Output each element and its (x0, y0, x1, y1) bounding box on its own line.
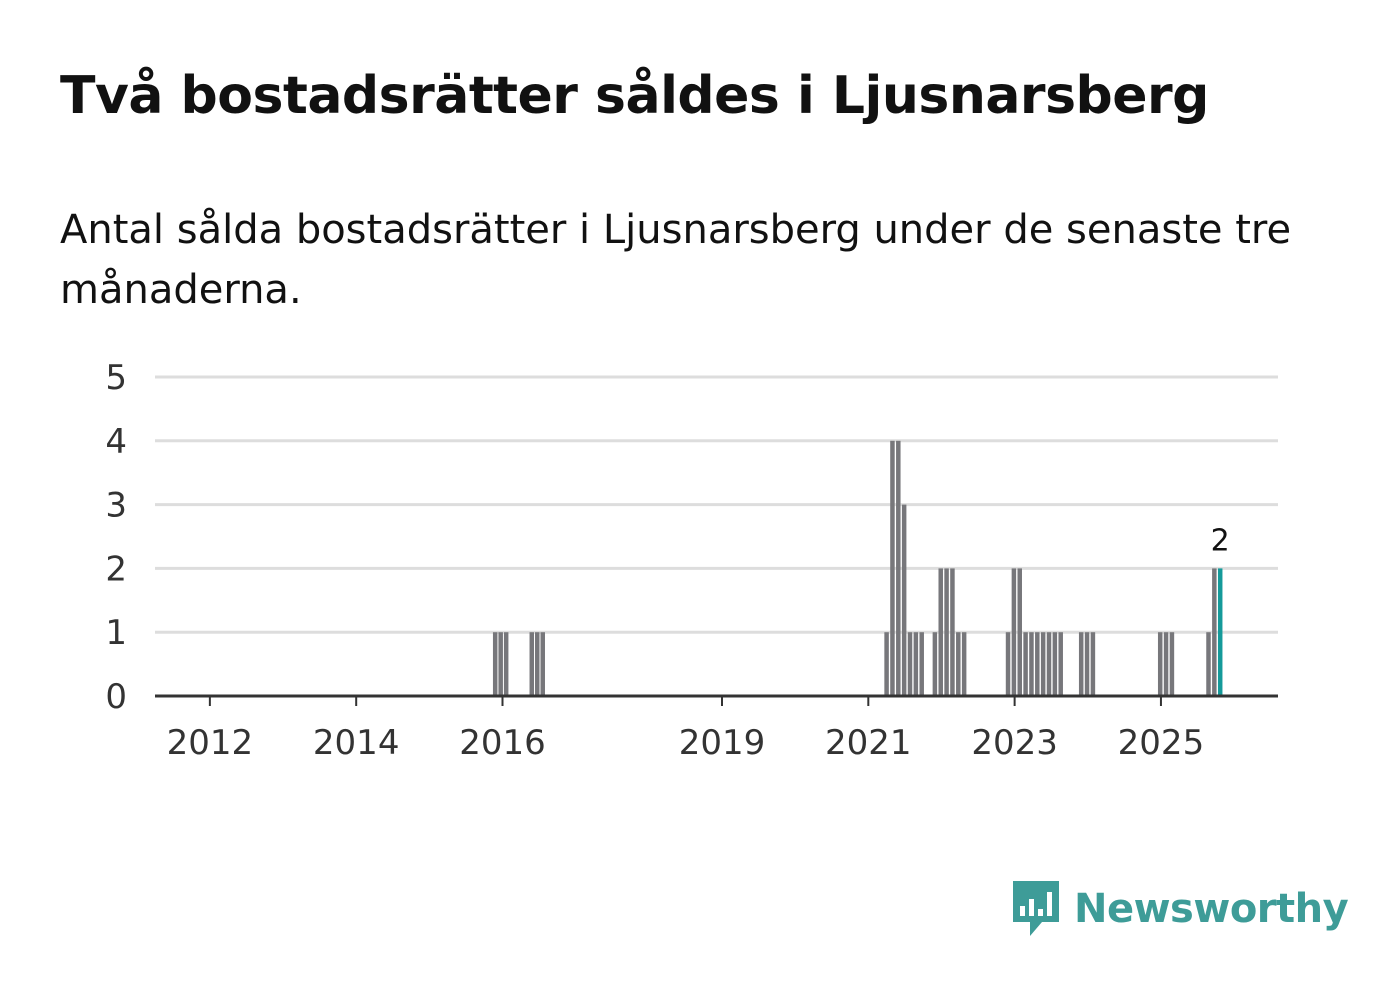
bar (1029, 632, 1034, 696)
bar (1035, 632, 1040, 696)
bar-chart-speech-bubble-icon (1013, 881, 1059, 936)
bar (1084, 632, 1090, 696)
data-labels: 2 (1211, 523, 1230, 558)
bar (1206, 632, 1211, 696)
bar (896, 440, 901, 696)
bar (956, 632, 961, 696)
y-tick-label: 2 (105, 549, 127, 589)
bar (1090, 632, 1096, 696)
bar (1011, 568, 1017, 696)
bar (1023, 632, 1028, 696)
bar (1005, 632, 1011, 696)
bar (503, 632, 509, 696)
bar (907, 632, 913, 696)
bar (1078, 632, 1084, 696)
bar-chart: 0 1 2 3 4 5 2012 2014 2016 2019 2021 2023 2025 2 (105, 358, 1278, 763)
bar-highlight (1217, 568, 1223, 696)
bar (1058, 632, 1063, 696)
x-tick-label: 2019 (679, 723, 766, 763)
bar (540, 632, 545, 696)
x-axis-ticks: 2012 2014 2016 2019 2021 2023 2025 (167, 696, 1205, 763)
x-tick-label: 2023 (971, 723, 1058, 763)
x-tick-label: 2012 (167, 723, 254, 763)
x-tick-label: 2021 (825, 723, 912, 763)
bar (932, 632, 938, 696)
brand-name: Newsworthy (1074, 886, 1349, 932)
bar (884, 632, 889, 696)
gridlines (155, 375, 1278, 634)
x-tick-label: 2016 (459, 723, 546, 763)
bar (1212, 568, 1217, 696)
bars (492, 440, 1223, 696)
bar (919, 632, 924, 696)
bar (961, 632, 967, 696)
y-tick-label: 5 (105, 358, 127, 398)
bar (1157, 632, 1163, 696)
y-tick-label: 3 (105, 486, 127, 526)
brand-logo: Newsworthy (1010, 878, 1349, 940)
chart-title: Två bostadsrätter såldes i Ljusnarsberg (60, 66, 1209, 126)
x-tick-label: 2025 (1118, 723, 1205, 763)
bar (950, 568, 955, 696)
bar (1163, 632, 1169, 696)
data-label: 2 (1211, 523, 1230, 558)
bar (1040, 632, 1046, 696)
bar (535, 632, 540, 696)
y-tick-label: 1 (105, 613, 127, 653)
bar (1046, 632, 1052, 696)
bar (1169, 632, 1175, 696)
bar (944, 568, 949, 696)
y-tick-label: 0 (105, 677, 127, 717)
bar (1052, 632, 1058, 696)
y-axis-ticks: 0 1 2 3 4 5 (105, 358, 127, 717)
bar (913, 632, 919, 696)
y-tick-label: 4 (105, 422, 127, 462)
bar (938, 568, 943, 696)
bar (492, 632, 498, 696)
x-tick-label: 2014 (313, 723, 400, 763)
bar (529, 632, 535, 696)
bar (498, 632, 503, 696)
bar (901, 504, 907, 696)
bar (890, 440, 895, 696)
chart-subtitle: Antal sålda bostadsrätter i Ljusnarsberg… (60, 207, 1292, 313)
bar (1017, 568, 1022, 696)
